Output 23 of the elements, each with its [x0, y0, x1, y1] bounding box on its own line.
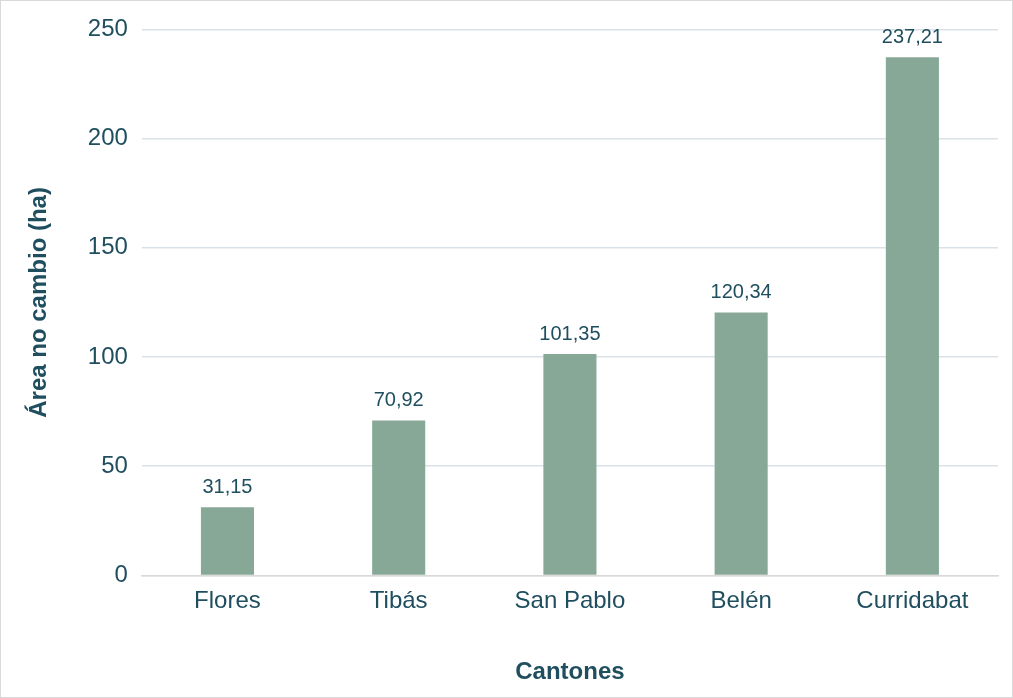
- data-label: 70,92: [373, 388, 424, 411]
- data-label: 101,35: [539, 321, 601, 344]
- bar: [714, 312, 768, 575]
- x-tick-label: Tibás: [369, 586, 428, 614]
- data-label: 237,21: [881, 24, 943, 47]
- bar: [543, 354, 597, 575]
- y-tick-label: 100: [87, 341, 128, 369]
- bar: [372, 420, 426, 575]
- x-tick-label: Flores: [194, 586, 261, 614]
- y-tick-label: 150: [87, 232, 128, 260]
- data-label: 31,15: [202, 474, 253, 497]
- x-tick-label: Curridabat: [856, 586, 969, 614]
- x-axis-title: Cantones: [515, 657, 625, 685]
- y-axis-title: Área no cambio (ha): [24, 187, 52, 418]
- y-tick-label: 250: [87, 14, 128, 42]
- bar: [885, 57, 939, 575]
- y-tick-label: 50: [101, 450, 128, 478]
- data-label: 120,34: [710, 280, 772, 303]
- y-tick-label: 0: [114, 560, 128, 588]
- x-tick-label: Belén: [710, 586, 772, 614]
- bar: [200, 507, 254, 575]
- x-tick-label: San Pablo: [514, 586, 626, 614]
- y-tick-label: 200: [87, 123, 128, 151]
